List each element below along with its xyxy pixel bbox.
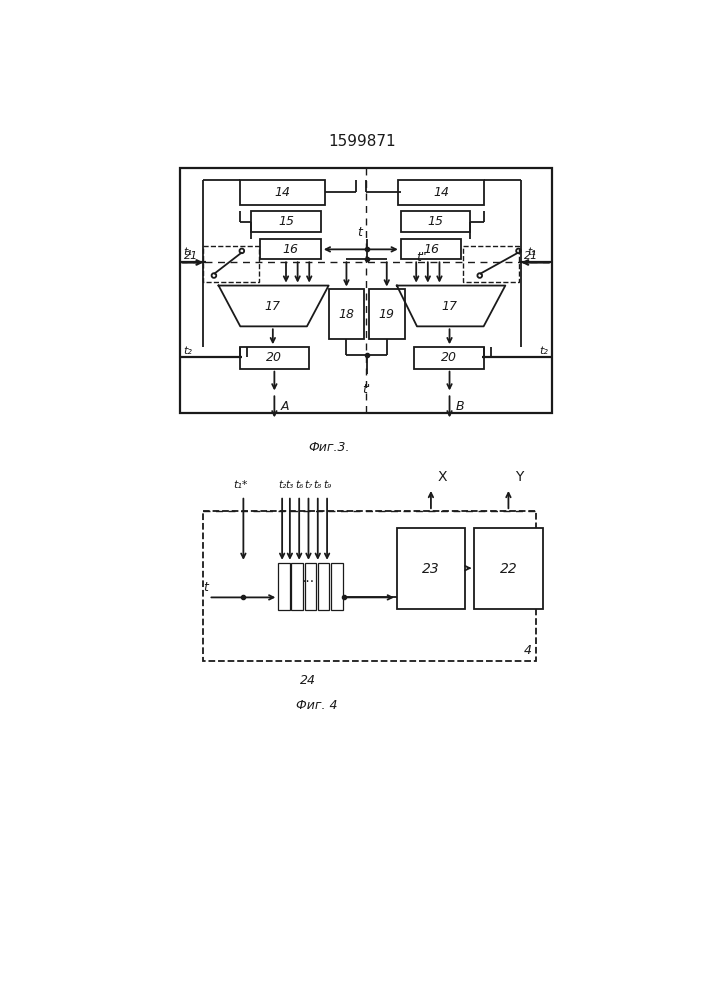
Text: 16: 16 [283, 243, 298, 256]
Bar [251, 211, 321, 232]
Text: t₂: t₂ [278, 480, 286, 490]
Bar [462, 246, 518, 282]
Bar [240, 180, 325, 205]
Text: t₁: t₁ [183, 247, 192, 257]
Text: t₂: t₂ [539, 346, 549, 356]
Bar [414, 347, 484, 369]
Text: 21: 21 [185, 251, 199, 261]
Text: 23: 23 [422, 562, 440, 576]
Text: 14: 14 [433, 186, 449, 199]
Text: 20: 20 [267, 351, 282, 364]
Bar [401, 211, 470, 232]
Text: A: A [281, 400, 289, 413]
Polygon shape [218, 286, 329, 326]
Bar [317, 563, 329, 610]
Bar [401, 239, 461, 259]
Bar [203, 511, 537, 661]
Bar [397, 528, 465, 609]
Bar [203, 246, 259, 282]
Text: t₁*: t₁* [233, 480, 247, 490]
Text: X: X [437, 470, 447, 484]
Text: 18: 18 [339, 308, 354, 321]
Bar [305, 563, 316, 610]
Text: t: t [357, 226, 362, 239]
Text: t': t' [363, 383, 370, 396]
Text: Фиг.3.: Фиг.3. [308, 441, 349, 454]
Text: ...: ... [301, 571, 315, 585]
Bar [279, 563, 290, 610]
Text: Y: Y [515, 470, 523, 484]
Text: 15: 15 [278, 215, 294, 228]
Text: t": t" [416, 251, 427, 264]
Bar [331, 563, 343, 610]
Text: 16: 16 [423, 243, 439, 256]
Text: Фиг. 4: Фиг. 4 [296, 699, 338, 712]
Text: 17: 17 [265, 300, 281, 313]
Text: B: B [456, 400, 464, 413]
Text: 1599871: 1599871 [328, 134, 396, 149]
Bar [180, 168, 552, 413]
Text: t₁: t₁ [527, 247, 537, 257]
Text: t₆: t₆ [295, 480, 303, 490]
Bar [260, 239, 321, 259]
Text: 19: 19 [379, 308, 395, 321]
Text: 17: 17 [442, 300, 457, 313]
Text: t₇: t₇ [304, 480, 312, 490]
Bar [474, 528, 542, 609]
Text: 22: 22 [500, 562, 518, 576]
Text: 20: 20 [440, 351, 457, 364]
Bar [369, 289, 404, 339]
Text: t₉: t₉ [323, 480, 331, 490]
Polygon shape [397, 286, 506, 326]
Text: 21: 21 [524, 251, 538, 261]
Text: t: t [203, 581, 208, 594]
Text: t₂: t₂ [183, 346, 192, 356]
Text: 14: 14 [274, 186, 290, 199]
Bar [329, 289, 364, 339]
Text: 15: 15 [428, 215, 443, 228]
Bar [240, 347, 309, 369]
Text: 24: 24 [300, 674, 316, 687]
Text: t₃: t₃ [286, 480, 294, 490]
Bar [291, 563, 303, 610]
Text: 4: 4 [524, 644, 532, 657]
Text: t₈: t₈ [314, 480, 322, 490]
Bar [398, 180, 484, 205]
